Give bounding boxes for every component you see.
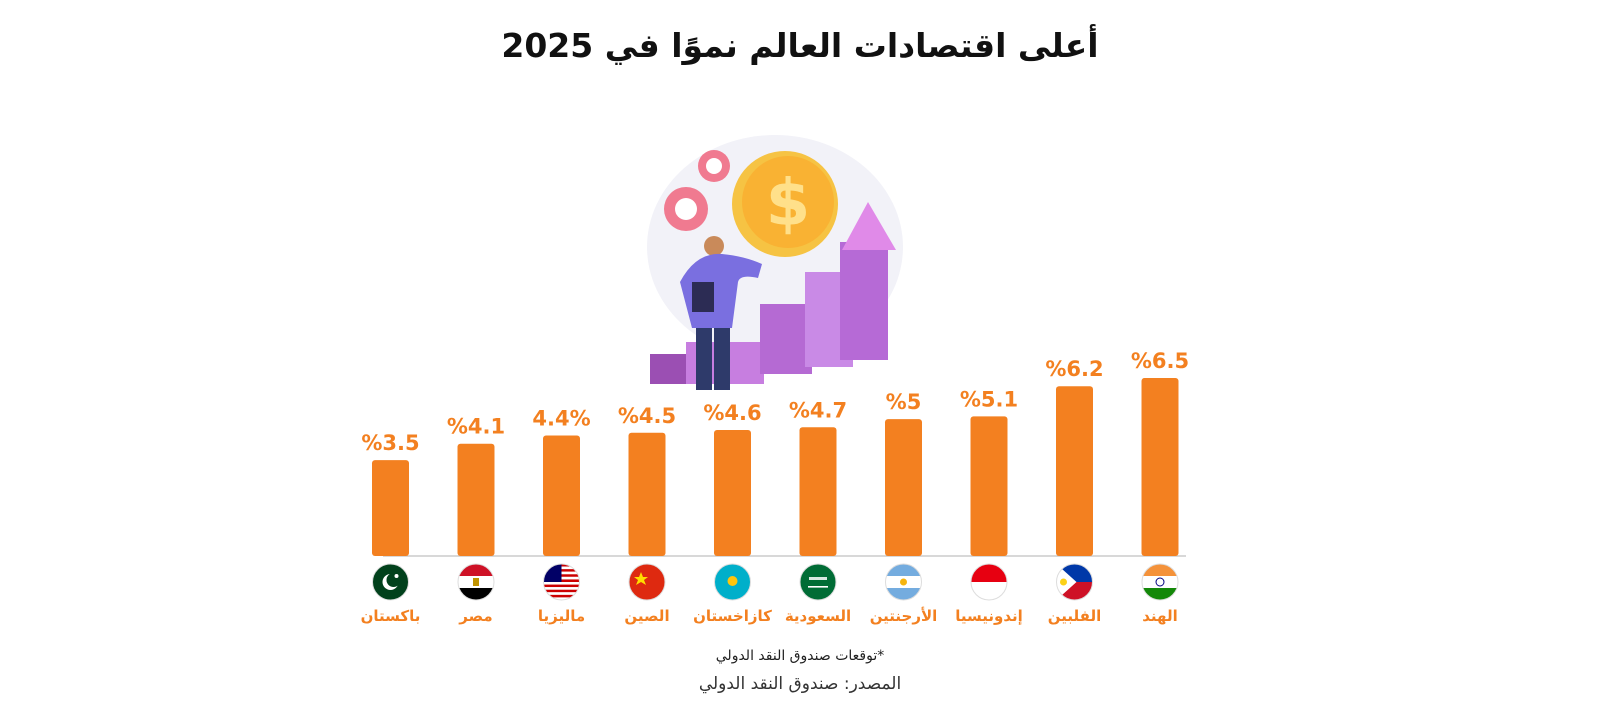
country-label: الفلبين (1048, 607, 1101, 625)
bar-5 (799, 427, 837, 556)
indonesia-flag-icon (971, 564, 1007, 600)
pakistan-flag-icon (372, 564, 409, 600)
country-label: السعودية (785, 607, 851, 625)
india-flag-icon (1142, 564, 1178, 600)
country-label: الهند (1142, 607, 1177, 625)
value-label: %5.1 (960, 387, 1018, 411)
country-label: الصين (624, 607, 669, 625)
bar-3 (970, 416, 1008, 556)
dollar-coin-icon: $ (732, 151, 838, 257)
saudi-arabia-flag-icon (800, 564, 836, 600)
value-label: %6.5 (1131, 349, 1189, 373)
country-label: كازاخستان (693, 607, 772, 625)
forecast-note: *توقعات صندوق النقد الدولي (715, 648, 885, 664)
value-label: %4.6 (703, 401, 761, 425)
argentina-flag-icon (885, 564, 922, 600)
gear-icon (664, 150, 730, 231)
country-label: ماليزيا (538, 607, 585, 625)
country-label: الأرجنتين (870, 607, 938, 625)
source-text: المصدر: صندوق النقد الدولي (698, 674, 902, 694)
bar-4 (885, 419, 922, 556)
egypt-flag-icon (458, 564, 494, 600)
bar-2 (1056, 386, 1093, 556)
country-label: باكستان (361, 607, 421, 625)
value-label: %6.2 (1045, 357, 1103, 381)
svg-text:$: $ (766, 167, 811, 241)
bar-7 (628, 432, 666, 556)
country-label: إندونيسيا (955, 607, 1023, 625)
value-label: %5 (886, 390, 922, 414)
bar-1 (1141, 378, 1179, 556)
bar-8 (543, 435, 580, 556)
value-label: %3.5 (361, 431, 419, 455)
bar-6 (714, 430, 751, 556)
value-label: %4.5 (618, 404, 676, 428)
economic-growth-illustration-icon: $ (647, 135, 903, 390)
value-label: 4.4% (532, 407, 590, 431)
value-label: %4.7 (789, 398, 847, 422)
bar-9 (457, 443, 495, 556)
person-icon (680, 236, 762, 390)
country-label: مصر (458, 607, 492, 625)
philippines-flag-icon (1056, 564, 1093, 600)
kazakhstan-flag-icon (714, 564, 751, 600)
bar-10 (372, 460, 409, 556)
value-label: %4.1 (447, 415, 505, 439)
chart-title: أعلى اقتصادات العالم نموًا في 2025 (501, 26, 1099, 65)
china-flag-icon (629, 564, 665, 600)
